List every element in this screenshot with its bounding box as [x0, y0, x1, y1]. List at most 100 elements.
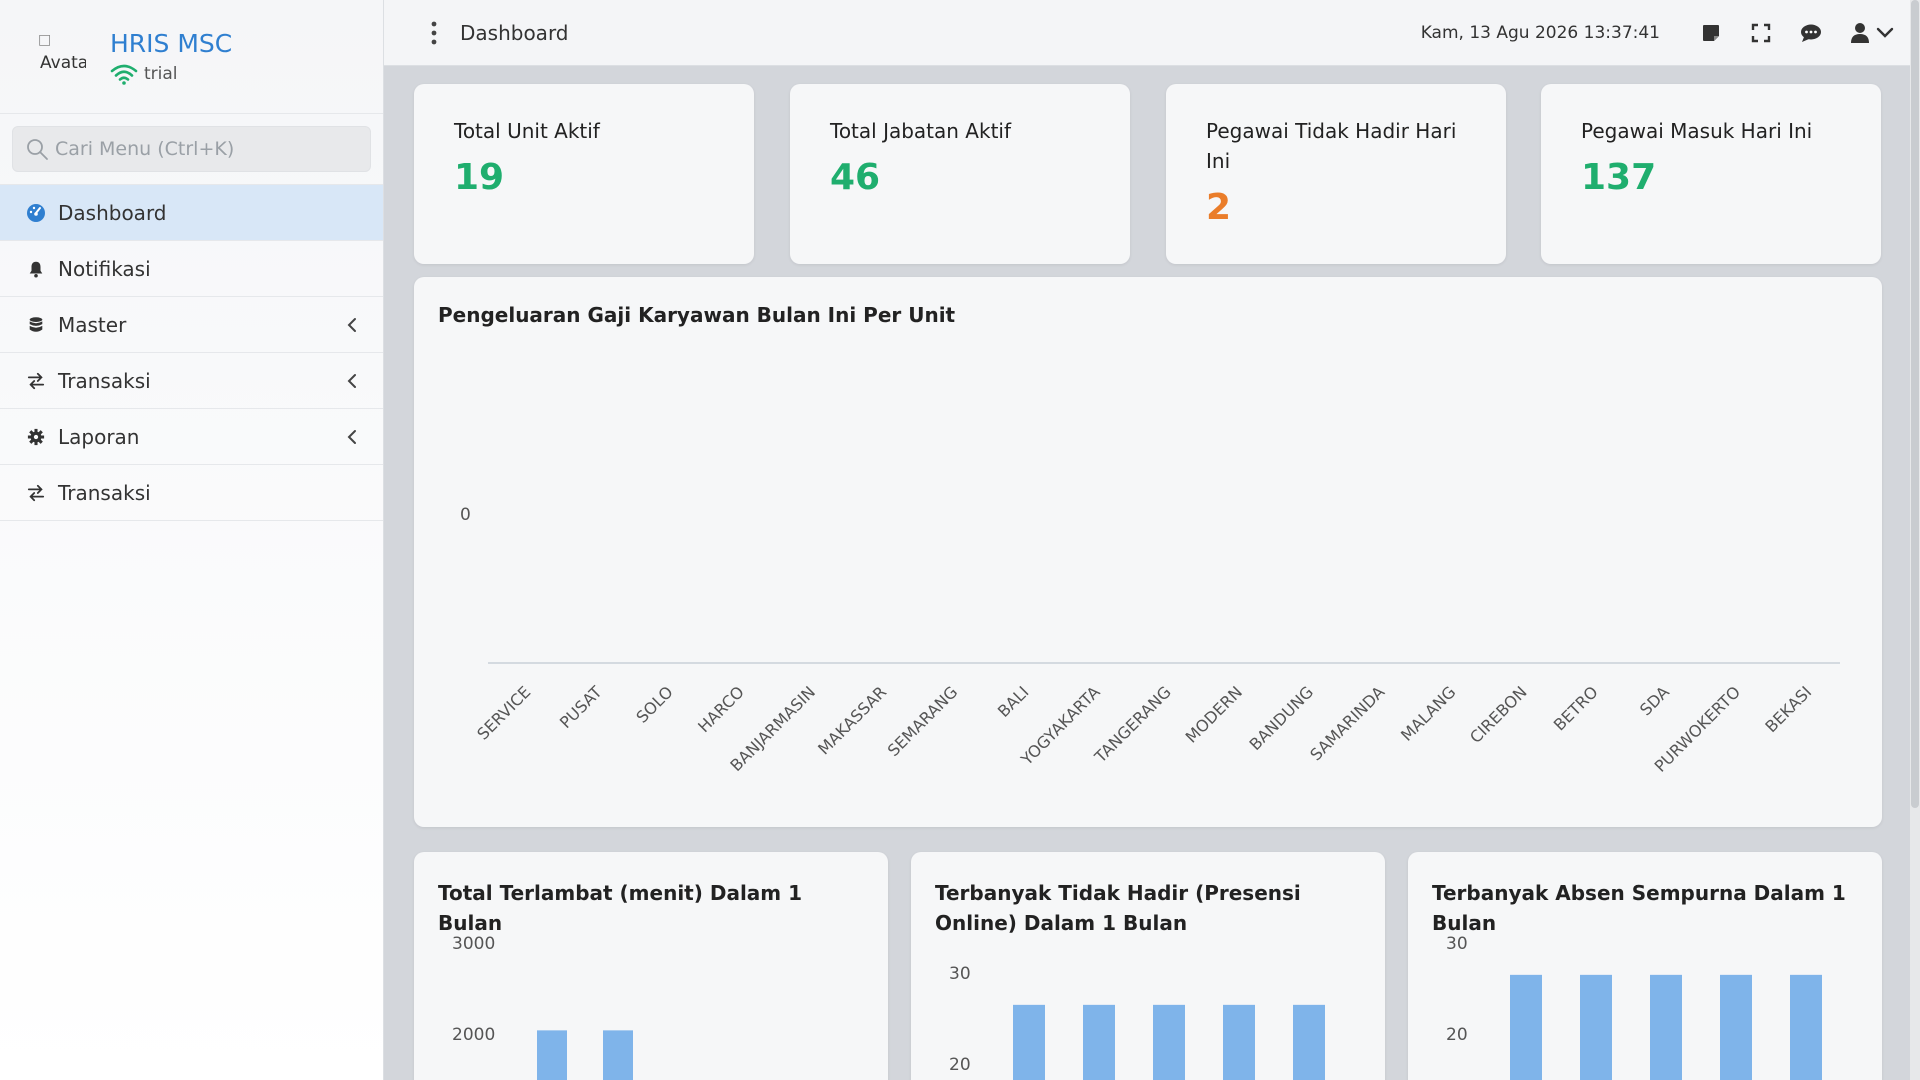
gear-icon [26, 427, 46, 447]
broken-image-icon: □ [38, 32, 52, 48]
scrollbar[interactable] [1910, 0, 1920, 1080]
absent-chart-card: Terbanyak Tidak Hadir (Presensi Online) … [911, 852, 1385, 1080]
x-tick-label: HARCO [694, 682, 748, 736]
search-box[interactable] [12, 126, 371, 172]
database-icon [26, 315, 46, 335]
x-tick-label: BEKASI [1761, 682, 1815, 736]
stat-card-tidak-hadir: Pegawai Tidak Hadir Hari Ini 2 [1166, 84, 1506, 264]
connection-status: trial [110, 63, 232, 85]
bar [1223, 1004, 1255, 1080]
bell-icon [26, 259, 46, 279]
bar [1510, 974, 1542, 1080]
scrollbar-thumb[interactable] [1911, 0, 1919, 808]
wifi-icon [110, 64, 138, 85]
bar [1650, 974, 1682, 1080]
chart-title: Pengeluaran Gaji Karyawan Bulan Ini Per … [438, 303, 956, 327]
sidebar-item-label: Dashboard [58, 200, 167, 225]
perfect-attendance-chart: 30 20 [1446, 934, 1822, 1080]
stat-title: Pegawai Tidak Hadir Hari Ini [1206, 119, 1457, 173]
fullscreen-icon[interactable] [1749, 21, 1773, 45]
bar [537, 1030, 567, 1080]
user-icon [1851, 23, 1869, 43]
chart-title: Terbanyak Tidak Hadir (Presensi Online) … [935, 881, 1301, 935]
exchange-icon [26, 483, 46, 503]
salary-chart-card: Pengeluaran Gaji Karyawan Bulan Ini Per … [414, 277, 1882, 827]
search-input[interactable] [55, 138, 355, 160]
stat-title: Total Jabatan Aktif [830, 119, 1012, 143]
sidebar-item-transaksi[interactable]: Transaksi [0, 353, 383, 409]
search-icon [27, 139, 48, 160]
chevron-left-icon [347, 430, 356, 444]
y-tick-label: 20 [949, 1055, 971, 1075]
x-tick-label: SOLO [632, 682, 676, 726]
avatar: □ Avatar [38, 33, 86, 81]
sidebar-item-label: Transaksi [58, 480, 151, 505]
sticky-note-icon[interactable] [1699, 21, 1723, 45]
chevron-left-icon [347, 318, 356, 332]
user-menu[interactable] [1850, 22, 1894, 44]
sidebar-item-label: Notifikasi [58, 256, 151, 281]
bar [1790, 974, 1822, 1080]
sidebar-item-laporan[interactable]: Laporan [0, 409, 383, 465]
stat-card-masuk: Pegawai Masuk Hari Ini 137 [1541, 84, 1881, 264]
chart-title: Terbanyak Absen Sempurna Dalam 1 Bulan [1432, 881, 1846, 935]
y-tick-label: 0 [460, 505, 471, 525]
stat-card-total-unit: Total Unit Aktif 19 [414, 84, 754, 264]
stat-title: Total Unit Aktif [454, 119, 600, 143]
bar [1153, 1004, 1185, 1080]
x-tick-label: MODERN [1182, 682, 1246, 746]
y-tick-label: 20 [1446, 1025, 1468, 1045]
x-tick-label: CIREBON [1466, 682, 1531, 747]
sidebar-nav: Dashboard Notifikasi Master Transaksi [0, 185, 383, 521]
datetime: Kam, 13 Agu 2026 13:37:41 [1420, 23, 1660, 43]
sidebar-item-label: Master [58, 312, 127, 337]
x-tick-label: SERVICE [473, 682, 534, 743]
status-text: trial [144, 63, 178, 84]
sidebar-item-dashboard[interactable]: Dashboard [0, 185, 383, 241]
chat-icon[interactable] [1799, 21, 1823, 45]
bar [1293, 1004, 1325, 1080]
bar [1013, 1004, 1045, 1080]
chevron-down-icon [1876, 27, 1894, 38]
y-tick-label: 30 [1446, 934, 1468, 954]
y-tick-label: 30 [949, 964, 971, 984]
x-tick-label: BANDUNG [1246, 682, 1318, 754]
x-tick-label: MAKASSAR [814, 682, 890, 758]
bar [603, 1030, 633, 1080]
stat-title: Pegawai Masuk Hari Ini [1581, 119, 1813, 143]
stat-value: 19 [454, 157, 505, 198]
sidebar: □ Avatar HRIS MSC trial [0, 0, 384, 1080]
x-tick-label: SDA [1636, 682, 1673, 719]
sidebar-item-label: Laporan [58, 424, 140, 449]
stat-value: 46 [830, 157, 881, 198]
breadcrumb: Dashboard [460, 20, 569, 45]
bar [1580, 974, 1612, 1080]
chevron-left-icon [347, 374, 356, 388]
x-tick-label: PUSAT [556, 682, 606, 732]
kebab-menu-icon[interactable] [430, 21, 438, 45]
app-name[interactable]: HRIS MSC [110, 28, 233, 58]
stat-card-total-jabatan: Total Jabatan Aktif 46 [790, 84, 1130, 264]
absent-chart: 30 20 [949, 964, 1325, 1080]
bar [1083, 1004, 1115, 1080]
perfect-attendance-chart-card: Terbanyak Absen Sempurna Dalam 1 Bulan 3… [1408, 852, 1882, 1080]
bar [1720, 974, 1752, 1080]
late-chart-card: Total Terlambat (menit) Dalam 1 Bulan 30… [414, 852, 888, 1080]
x-tick-label: SAMARINDA [1306, 682, 1388, 764]
sidebar-item-transaksi-2[interactable]: Transaksi [0, 465, 383, 521]
brand: □ Avatar HRIS MSC trial [0, 0, 383, 114]
stat-value: 2 [1206, 187, 1232, 228]
x-tick-label: SEMARANG [884, 682, 962, 760]
sidebar-item-label: Transaksi [58, 368, 151, 393]
late-chart: 3000 2000 [452, 934, 633, 1080]
chart-title: Total Terlambat (menit) Dalam 1 Bulan [438, 881, 803, 935]
sidebar-item-master[interactable]: Master [0, 297, 383, 353]
x-tick-label: BETRO [1550, 682, 1602, 734]
y-tick-label: 2000 [452, 1025, 495, 1045]
topbar: Dashboard Kam, 13 Agu 2026 13:37:41 [384, 0, 1920, 66]
dashboard-icon [26, 203, 46, 223]
sidebar-item-notifikasi[interactable]: Notifikasi [0, 241, 383, 297]
exchange-icon [26, 371, 46, 391]
stat-value: 137 [1581, 157, 1657, 198]
